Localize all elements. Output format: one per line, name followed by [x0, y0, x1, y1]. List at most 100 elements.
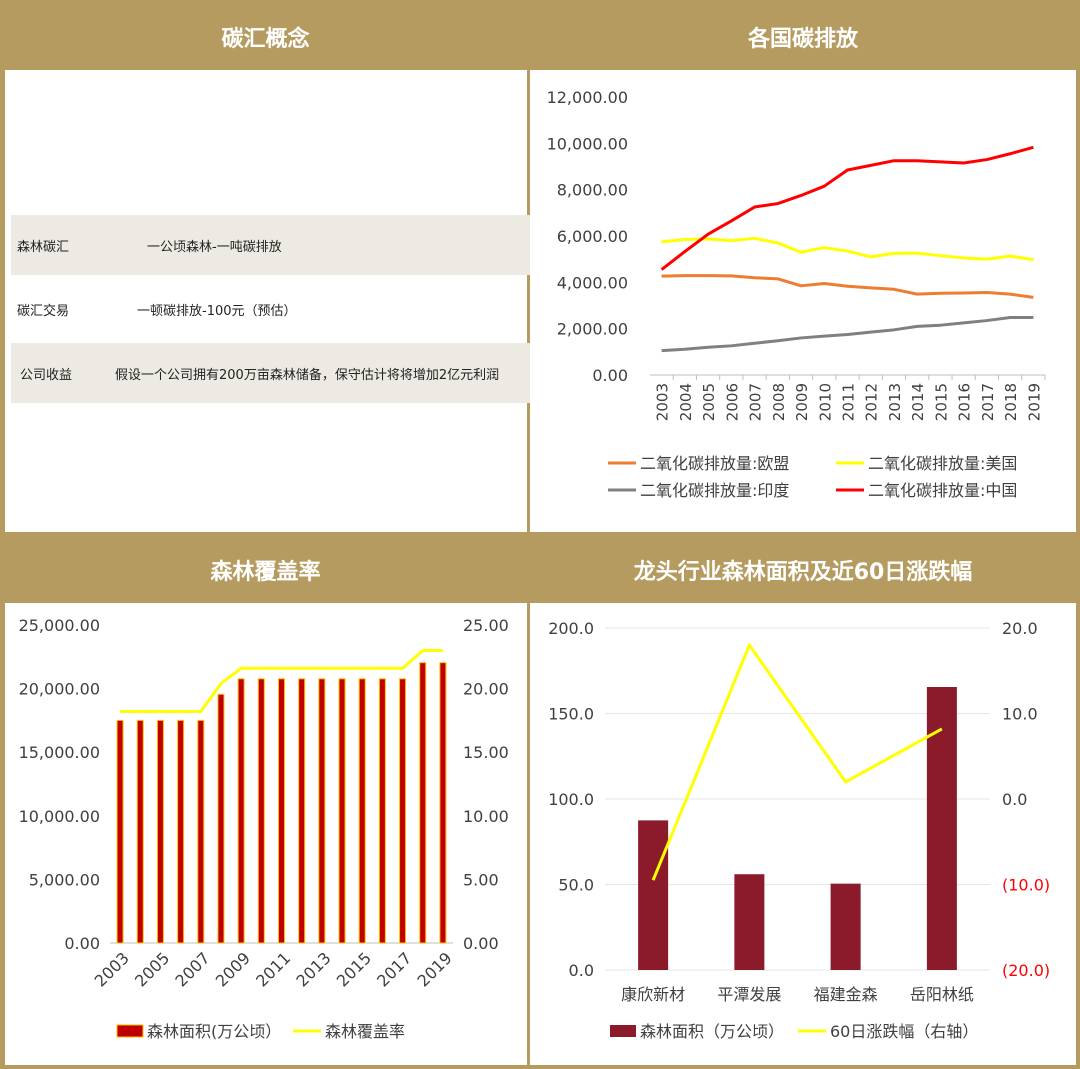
x-tick-label: 2014 — [909, 383, 927, 421]
legend-label: 森林面积(万公顷） — [147, 1022, 281, 1041]
series-line-2 — [661, 316, 1034, 353]
y2-tick-label: 10.0 — [1002, 705, 1038, 724]
x-tick-label: 2005 — [131, 948, 173, 990]
series-line-1 — [661, 236, 1034, 262]
legend-label: 60日涨跌幅（右轴） — [830, 1022, 978, 1041]
concept-key: 森林碳汇 — [17, 239, 70, 255]
y-tick-label: 150.0 — [548, 705, 594, 724]
y2-tick-label: 0.00 — [463, 934, 499, 953]
leaders-chart: 200.0 150.0 100.0 50.0 0.0 20.0 10.0 0.0 (10.0) (… — [548, 619, 1050, 1041]
forest-area-bar — [237, 678, 245, 944]
x-tick-label: 2004 — [677, 383, 695, 421]
y-tick-label: 6,000.00 — [557, 227, 628, 246]
forest-area-bar — [830, 883, 861, 970]
forest-coverage-chart: 25,000.00 20,000.00 15,000.00 10,000.00 5,00… — [19, 616, 509, 1041]
concept-value: 一顿碳排放-100元（预估） — [137, 303, 297, 319]
legend-label: 二氧化碳排放量:美国 — [868, 454, 1017, 473]
forest-area-bar — [338, 678, 346, 944]
y-tick-label: 4,000.00 — [557, 273, 628, 292]
y-tick-label: 0.00 — [592, 366, 628, 385]
header-carbon-concept: 碳汇概念 — [221, 27, 310, 52]
y-tick-label: 0.0 — [569, 961, 594, 980]
y-tick-label: 2,000.00 — [557, 320, 628, 339]
x-tick-label: 2009 — [212, 948, 254, 990]
forest-area-bar — [399, 678, 407, 944]
concept-row-trading: 碳汇交易 一顿碳排放-100元（预估） — [11, 279, 530, 339]
legend-swatch — [116, 1024, 144, 1038]
y2-tick-label: (10.0) — [1002, 876, 1050, 895]
x-tick-label: 2010 — [816, 383, 834, 421]
x-tick-label: 福建金森 — [814, 985, 878, 1004]
coverage-line — [120, 648, 443, 713]
legend-label: 二氧化碳排放量:中国 — [868, 481, 1017, 500]
y2-tick-label: (20.0) — [1002, 961, 1050, 980]
x-tick-label: 平潭发展 — [717, 985, 781, 1004]
forest-area-bar — [197, 719, 205, 944]
concept-key: 碳汇交易 — [17, 303, 70, 319]
forest-area-bar — [217, 693, 225, 944]
y-tick-label: 20,000.00 — [19, 680, 100, 699]
concept-row-profit: 公司收益 假设一个公司拥有200万亩森林储备，保守估计将将增加2亿元利润 — [11, 343, 530, 403]
forest-area-bar — [378, 678, 386, 944]
forest-area-bar — [257, 678, 265, 944]
forest-area-bar — [177, 719, 185, 944]
concept-key: 公司收益 — [20, 367, 73, 383]
forest-area-bar — [116, 719, 124, 944]
x-tick-label: 2009 — [793, 383, 811, 421]
x-tick-label: 2015 — [932, 383, 950, 421]
x-tick-label: 2013 — [886, 383, 904, 421]
concept-value: 假设一个公司拥有200万亩森林储备，保守估计将将增加2亿元利润 — [115, 367, 500, 383]
y-tick-label: 0.00 — [64, 934, 100, 953]
x-tick-label: 2003 — [654, 383, 672, 421]
x-tick-label: 康欣新材 — [621, 985, 685, 1004]
y-tick-label: 100.0 — [548, 790, 594, 809]
forest-area-bar — [358, 678, 366, 944]
series-line-0 — [661, 274, 1034, 299]
change-line — [651, 643, 943, 881]
x-tick-label: 2018 — [1002, 383, 1020, 421]
x-tick-label: 2005 — [700, 383, 718, 421]
x-tick-label: 2003 — [91, 948, 133, 990]
x-tick-label: 2015 — [333, 948, 375, 990]
header-industry-leaders: 龙头行业森林面积及近60日涨跌幅 — [633, 560, 973, 585]
legend-label: 二氧化碳排放量:印度 — [640, 481, 789, 500]
legend-swatch — [610, 1025, 636, 1037]
y-tick-label: 8,000.00 — [557, 181, 628, 200]
y-tick-label: 15,000.00 — [19, 743, 100, 762]
legend-label: 二氧化碳排放量:欧盟 — [640, 454, 789, 473]
forest-area-bar — [439, 662, 447, 944]
y2-tick-label: 10.00 — [463, 807, 509, 826]
y-tick-label: 5,000.00 — [29, 870, 100, 889]
x-tick-label: 2019 — [414, 948, 456, 990]
x-tick-label: 2011 — [252, 948, 294, 990]
y2-tick-label: 20.00 — [463, 680, 509, 699]
emissions-chart: 12,000.00 10,000.00 8,000.00 6,000.00 4,000.… — [547, 88, 1046, 500]
legend-label: 森林面积（万公顷） — [640, 1022, 784, 1041]
x-tick-label: 岳阳林纸 — [910, 985, 974, 1004]
y-tick-label: 200.0 — [548, 619, 594, 638]
series-line-3 — [660, 145, 1034, 271]
x-tick-label: 2019 — [1025, 383, 1043, 421]
y2-tick-label: 20.0 — [1002, 619, 1038, 638]
forest-panel: 25,000.00 20,000.00 15,000.00 10,000.00 5,00… — [5, 603, 527, 1065]
concept-value: 一公顷森林-一吨碳排放 — [147, 239, 282, 255]
x-tick-label: 2006 — [723, 383, 741, 421]
concept-row-forest-sink: 森林碳汇 一公顷森林-一吨碳排放 — [11, 215, 530, 275]
x-tick-label: 2017 — [373, 948, 415, 990]
y2-tick-label: 25.00 — [463, 616, 509, 635]
x-tick-label: 2007 — [747, 383, 765, 421]
y-tick-label: 10,000.00 — [19, 807, 100, 826]
x-tick-label: 2011 — [840, 383, 858, 421]
forest-area-bar — [734, 874, 765, 970]
forest-area-bar — [419, 662, 427, 944]
x-tick-label: 2017 — [979, 383, 997, 421]
y2-tick-label: 0.0 — [1002, 790, 1027, 809]
x-tick-label: 2016 — [956, 383, 974, 421]
forest-area-bar — [318, 678, 326, 944]
y-tick-label: 50.0 — [558, 876, 594, 895]
y-tick-label: 25,000.00 — [19, 616, 100, 635]
x-tick-label: 2008 — [770, 383, 788, 421]
x-tick-label: 2013 — [292, 948, 334, 990]
forest-area-bar — [278, 678, 285, 944]
y2-tick-label: 15.00 — [463, 743, 509, 762]
